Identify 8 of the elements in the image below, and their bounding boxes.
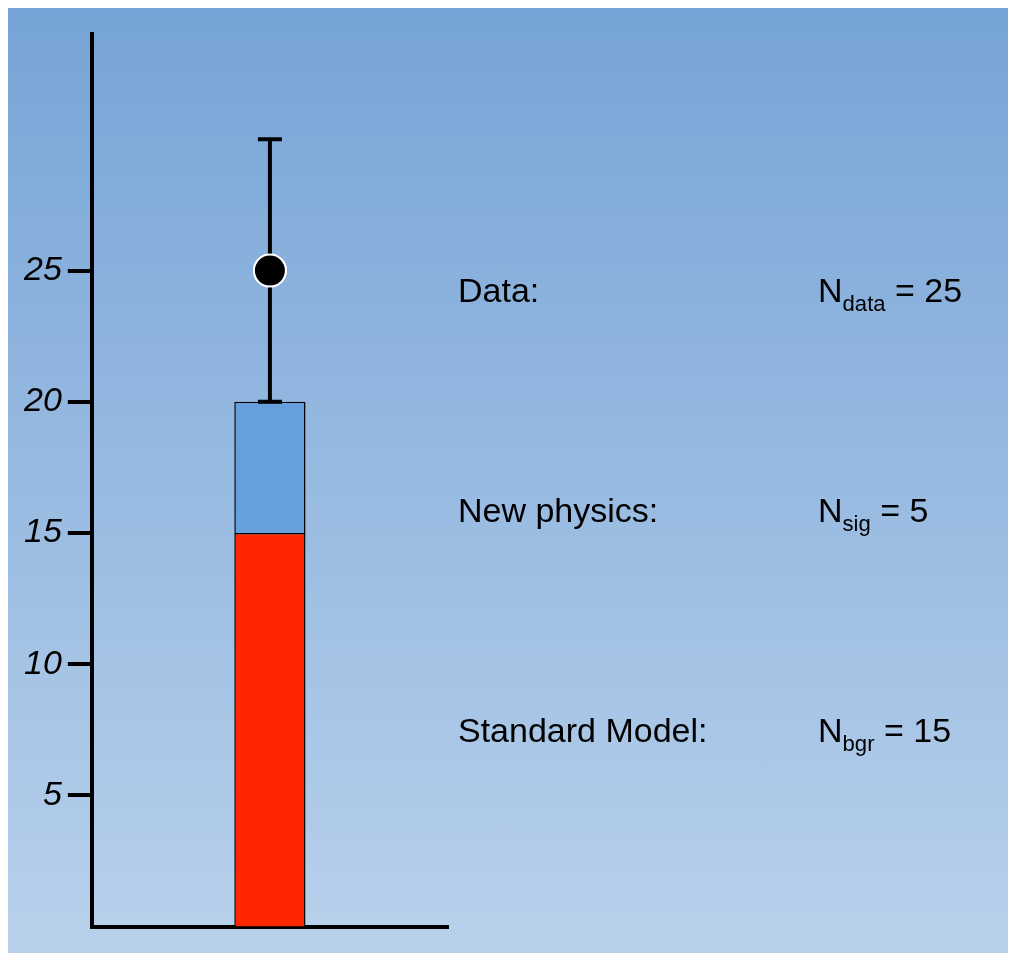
text: Standard Model: [458, 711, 708, 750]
text: New physics: [458, 491, 659, 530]
y-tick-label: 10 [23, 642, 62, 681]
text: Data: [458, 271, 540, 310]
y-tick-label: 15 [23, 511, 62, 550]
y-tick-label: 25 [22, 249, 62, 288]
y-tick-label: 20 [22, 380, 62, 419]
y-tick-label: 5 [42, 773, 62, 812]
